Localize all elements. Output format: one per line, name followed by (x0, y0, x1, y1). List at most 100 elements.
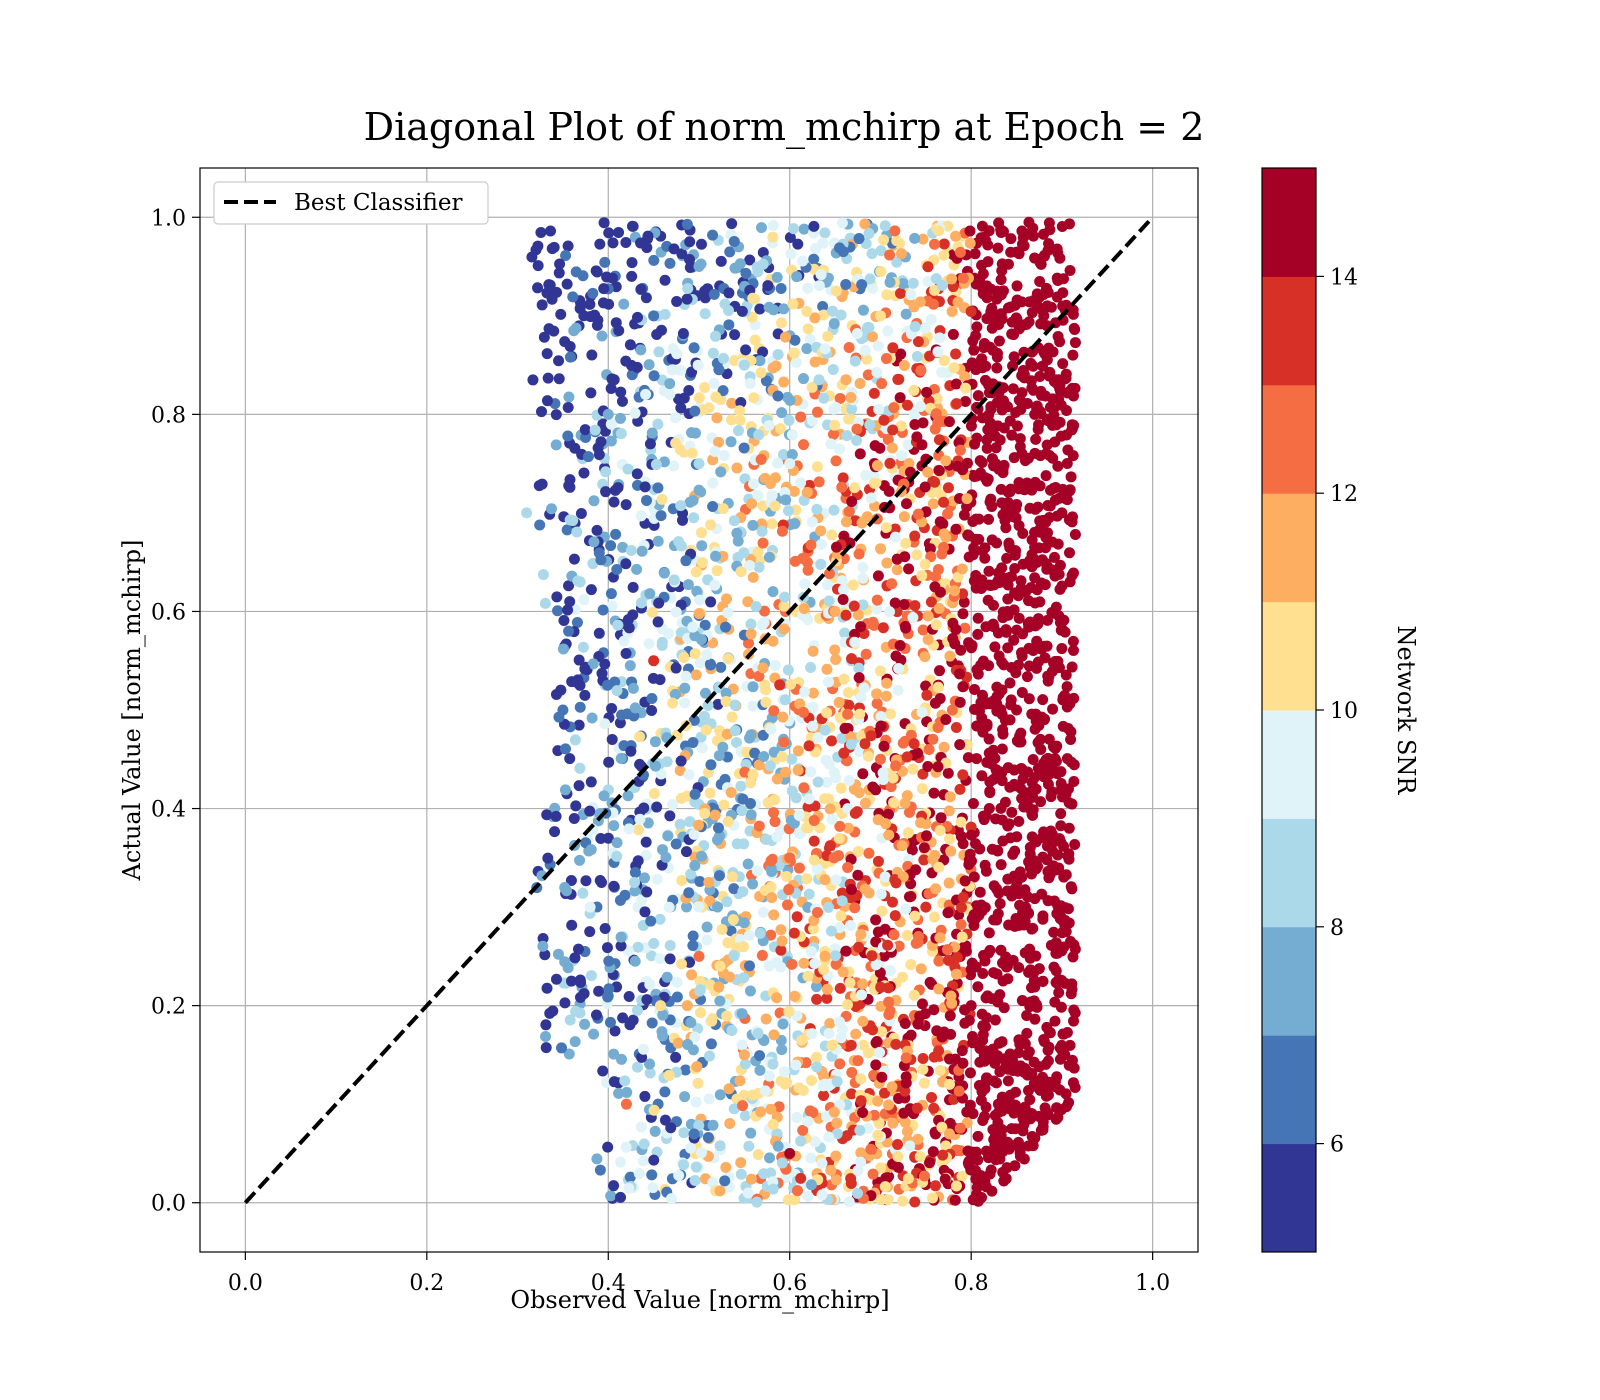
scatter-point (682, 579, 694, 591)
scatter-point (911, 431, 923, 443)
scatter-point (1030, 950, 1042, 962)
scatter-point (535, 227, 547, 239)
scatter-point (768, 1029, 780, 1041)
scatter-point (638, 1043, 650, 1055)
scatter-point (620, 355, 632, 367)
scatter-point (836, 732, 848, 744)
scatter-point (897, 971, 909, 983)
scatter-point (953, 668, 965, 680)
scatter-point (646, 427, 658, 439)
scatter-point (874, 310, 886, 322)
scatter-point (1068, 1004, 1080, 1016)
scatter-point (768, 807, 780, 819)
scatter-point (957, 769, 969, 781)
scatter-point (1068, 692, 1080, 704)
scatter-point (1001, 1162, 1013, 1174)
scatter-point (678, 652, 690, 664)
scatter-point (724, 246, 736, 258)
scatter-point (550, 810, 562, 822)
scatter-point (1050, 1081, 1062, 1093)
scatter-point (955, 919, 967, 931)
scatter-point (858, 682, 870, 694)
scatter-point (1017, 527, 1029, 539)
scatter-point (952, 460, 964, 472)
scatter-point (1022, 1066, 1034, 1078)
scatter-point (688, 342, 700, 354)
scatter-point (829, 419, 841, 431)
scatter-point (1033, 291, 1045, 303)
scatter-point (648, 788, 660, 800)
scatter-point (571, 616, 583, 628)
scatter-point (900, 1052, 912, 1064)
legend-box (213, 181, 489, 225)
scatter-point (924, 1157, 936, 1169)
scatter-point (865, 492, 877, 504)
scatter-point (816, 1189, 828, 1201)
scatter-point (949, 585, 961, 597)
scatter-point (835, 910, 847, 922)
scatter-point (802, 323, 814, 335)
scatter-point (587, 287, 599, 299)
scatter-point (824, 803, 836, 815)
scatter-point (944, 1078, 956, 1090)
scatter-point (710, 550, 722, 562)
scatter-point (748, 392, 760, 404)
scatter-point (714, 1185, 726, 1197)
scatter-point (559, 784, 571, 796)
scatter-point (736, 1008, 748, 1020)
scatter-point (753, 429, 765, 441)
scatter-point (1014, 433, 1026, 445)
scatter-point (597, 604, 609, 616)
scatter-point (898, 1107, 910, 1119)
scatter-point (710, 391, 722, 403)
scatter-point (721, 896, 733, 908)
scatter-point (1057, 358, 1069, 370)
scatter-point (883, 485, 895, 497)
scatter-point (884, 606, 896, 618)
scatter-point (954, 783, 966, 795)
scatter-point (828, 403, 840, 415)
scatter-point (825, 438, 837, 450)
scatter-point (1057, 694, 1069, 706)
scatter-point (826, 1039, 838, 1051)
scatter-point (644, 1058, 656, 1070)
scatter-point (615, 1191, 627, 1203)
scatter-point (951, 951, 963, 963)
scatter-point (597, 1065, 609, 1077)
scatter-point (882, 433, 894, 445)
scatter-point (984, 1168, 996, 1180)
scatter-point (806, 381, 818, 393)
scatter-point (740, 344, 752, 356)
scatter-point (1018, 801, 1030, 813)
scatter-point (1048, 551, 1060, 563)
scatter-point (902, 439, 914, 451)
scatter-point (1002, 973, 1014, 985)
scatter-point (648, 1104, 660, 1116)
scatter-point (977, 282, 989, 294)
scatter-point (903, 563, 915, 575)
scatter-point (708, 378, 720, 390)
scatter-point (1042, 244, 1054, 256)
scatter-point (933, 1045, 945, 1057)
scatter-point (1016, 792, 1028, 804)
scatter-point (614, 894, 626, 906)
scatter-point (977, 967, 989, 979)
scatter-point (909, 530, 921, 542)
scatter-point (870, 959, 882, 971)
scatter-point (1024, 228, 1036, 240)
scatter-point (909, 910, 921, 922)
scatter-point (796, 1034, 808, 1046)
scatter-point (882, 325, 894, 337)
scatter-point (747, 700, 759, 712)
scatter-point (788, 223, 800, 235)
scatter-point (1053, 610, 1065, 622)
scatter-point (744, 378, 756, 390)
scatter-point (735, 1168, 747, 1180)
scatter-point (867, 1168, 879, 1180)
scatter-point (1004, 677, 1016, 689)
scatter-point (1038, 714, 1050, 726)
scatter-point (846, 495, 858, 507)
scatter-point (762, 280, 774, 292)
scatter-point (833, 832, 845, 844)
scatter-point (957, 608, 969, 620)
